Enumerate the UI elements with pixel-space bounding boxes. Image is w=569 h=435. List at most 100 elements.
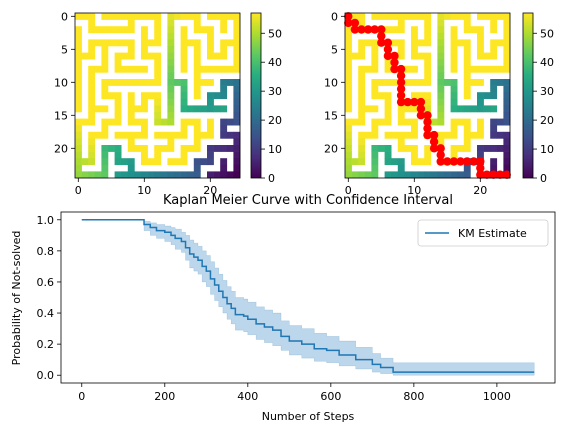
maze-cell — [364, 39, 372, 47]
maze-cell — [503, 39, 511, 47]
maze-cell — [450, 52, 458, 60]
maze-cell — [167, 65, 175, 73]
maze-cell — [496, 65, 504, 73]
maze-cell — [378, 118, 385, 126]
path-marker — [476, 157, 485, 166]
maze-cell — [233, 92, 241, 100]
maze-cell — [391, 79, 399, 86]
path-marker — [377, 31, 386, 41]
maze-cell — [470, 26, 478, 34]
path-marker — [377, 25, 386, 34]
maze-cell — [101, 13, 109, 20]
maze-cell — [75, 26, 82, 34]
maze-cell — [114, 92, 122, 100]
maze-cell — [233, 39, 241, 47]
path-marker — [489, 170, 498, 179]
maze-cell — [437, 118, 445, 126]
maze-cell — [233, 65, 241, 73]
colorbar-tick-label: 0 — [268, 172, 275, 185]
maze-cell — [207, 39, 214, 47]
maze-cell — [207, 125, 214, 133]
maze-cell — [424, 151, 432, 159]
maze-cell — [371, 79, 379, 86]
maze-cell — [437, 52, 445, 60]
maze-cell — [94, 39, 102, 47]
maze-cell — [345, 125, 352, 133]
path-marker — [423, 117, 432, 127]
path-marker — [482, 170, 492, 179]
maze-cell — [167, 13, 175, 20]
km-line — [81, 219, 535, 373]
maze-cell — [470, 105, 478, 113]
maze-cell — [154, 145, 162, 152]
maze-cell — [391, 39, 399, 47]
maze-cell — [193, 92, 201, 100]
maze-cell — [411, 26, 418, 34]
maze-cell — [108, 145, 115, 152]
maze-cell — [154, 92, 162, 100]
x-tick-label: 800 — [403, 390, 424, 403]
maze-cell — [358, 85, 366, 93]
colorbar-tick-label: 10 — [268, 143, 282, 156]
path-marker — [423, 124, 432, 133]
maze-cell — [207, 65, 214, 73]
maze-cell — [430, 171, 438, 179]
maze-cell — [193, 138, 201, 146]
maze-cell — [233, 112, 241, 119]
maze-cell — [424, 98, 432, 106]
y-tick-label: 0.8 — [37, 245, 55, 258]
maze-cell — [207, 26, 214, 34]
maze-cell — [345, 98, 352, 106]
maze-cell — [114, 79, 122, 86]
maze-cell — [351, 118, 359, 126]
maze-cell — [503, 112, 511, 119]
maze-cell — [411, 105, 418, 113]
maze-cell — [450, 59, 458, 67]
maze-cell — [345, 171, 352, 179]
maze-cell — [141, 171, 148, 179]
y-tick-label: 10 — [324, 76, 338, 89]
maze-cell — [463, 59, 471, 67]
maze-cell — [108, 118, 115, 126]
maze-cell — [101, 46, 109, 53]
colorbar-tick-label: 10 — [540, 143, 554, 156]
maze-cell — [193, 131, 201, 139]
maze-cell — [463, 138, 471, 146]
maze-cell — [384, 105, 392, 113]
maze-cell — [167, 92, 175, 100]
maze-cell — [187, 171, 195, 179]
maze-cell — [174, 171, 181, 179]
maze-cell — [114, 171, 122, 179]
maze-cell — [141, 158, 148, 166]
maze-cell — [94, 171, 102, 179]
maze-cell — [424, 72, 432, 80]
maze-cell — [207, 13, 214, 20]
maze-cell — [160, 118, 168, 126]
path-marker — [383, 51, 393, 61]
maze-cell — [180, 98, 188, 106]
maze-cell — [187, 118, 195, 126]
maze-cell — [193, 79, 201, 86]
maze-cell — [180, 65, 188, 73]
maze-cell — [75, 46, 82, 53]
maze-cell — [503, 138, 511, 146]
maze-cell — [88, 46, 96, 53]
legend: KM Estimate — [417, 219, 549, 247]
maze-cell — [351, 13, 359, 20]
maze-cell — [384, 59, 392, 67]
maze-cell — [411, 92, 418, 100]
path-marker — [363, 25, 373, 34]
y-tick-label: 0.0 — [37, 369, 55, 382]
maze-cell — [404, 118, 412, 126]
maze-cell — [114, 118, 122, 126]
maze-cell — [207, 145, 214, 152]
maze-cell — [75, 118, 82, 126]
maze-cell — [220, 39, 228, 47]
maze-cell — [167, 79, 175, 86]
path-marker — [390, 64, 399, 74]
maze-cell — [477, 131, 484, 139]
maze-cell — [154, 26, 162, 34]
maze-cell — [187, 145, 195, 152]
colorbar-tick-label: 20 — [540, 114, 554, 127]
maze-cell — [114, 112, 122, 119]
